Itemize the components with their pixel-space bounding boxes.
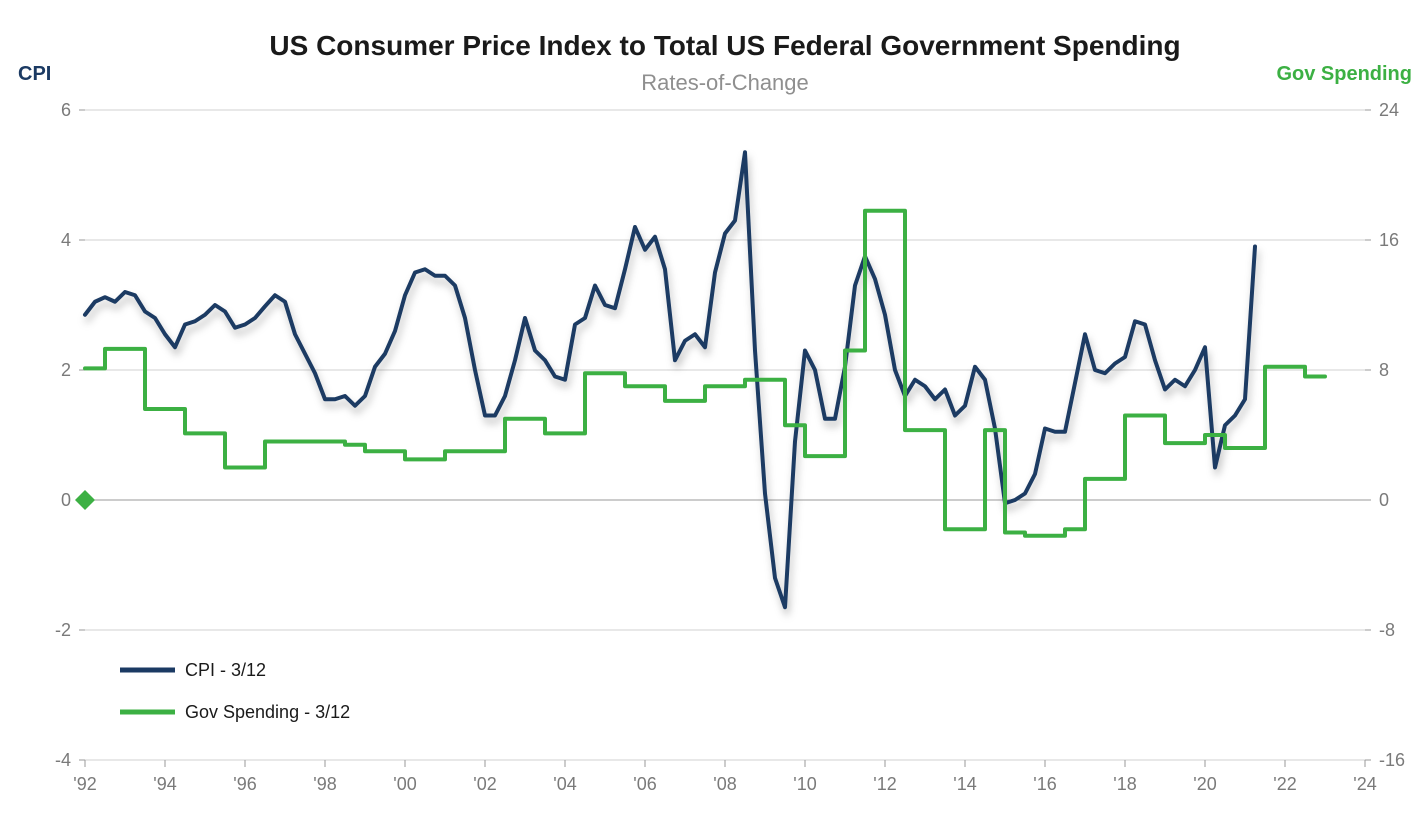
- svg-text:'96: '96: [233, 774, 256, 794]
- svg-text:4: 4: [61, 230, 71, 250]
- origin-marker: [75, 490, 95, 510]
- svg-text:-4: -4: [55, 750, 71, 770]
- svg-text:-8: -8: [1379, 620, 1395, 640]
- svg-text:'22: '22: [1273, 774, 1296, 794]
- svg-text:'16: '16: [1033, 774, 1056, 794]
- legend: CPI - 3/12 Gov Spending - 3/12: [120, 660, 350, 722]
- chart-container: { "chart": { "type": "line-dual-axis", "…: [0, 0, 1422, 822]
- svg-text:'08: '08: [713, 774, 736, 794]
- right-axis-ticks: -16 -8 0 8 16 24: [1379, 100, 1405, 770]
- svg-text:'06: '06: [633, 774, 656, 794]
- svg-text:'18: '18: [1113, 774, 1136, 794]
- svg-text:6: 6: [61, 100, 71, 120]
- svg-text:'14: '14: [953, 774, 976, 794]
- chart-title: US Consumer Price Index to Total US Fede…: [269, 30, 1180, 61]
- svg-text:16: 16: [1379, 230, 1399, 250]
- svg-text:'20: '20: [1193, 774, 1216, 794]
- series-group: [85, 152, 1325, 607]
- svg-text:'94: '94: [153, 774, 176, 794]
- chart-subtitle: Rates-of-Change: [641, 70, 809, 95]
- svg-text:2: 2: [61, 360, 71, 380]
- svg-text:'10: '10: [793, 774, 816, 794]
- legend-item: Gov Spending - 3/12: [185, 702, 350, 722]
- svg-text:0: 0: [61, 490, 71, 510]
- series-cpi-3-12: [85, 152, 1255, 607]
- svg-text:'12: '12: [873, 774, 896, 794]
- x-axis-ticks: '92 '94 '96 '98 '00 '02 '04 '06 '08 '10 '12 '14 '16 '…: [73, 760, 1376, 794]
- left-axis-label: CPI: [18, 63, 51, 85]
- svg-text:8: 8: [1379, 360, 1389, 380]
- svg-text:-16: -16: [1379, 750, 1405, 770]
- svg-text:0: 0: [1379, 490, 1389, 510]
- svg-text:'98: '98: [313, 774, 336, 794]
- chart-svg: US Consumer Price Index to Total US Fede…: [0, 0, 1422, 822]
- right-axis-label: Gov Spending: [1276, 63, 1412, 85]
- legend-item: CPI - 3/12: [185, 660, 266, 680]
- left-axis-ticks: -4 -2 0 2 4 6: [55, 100, 71, 770]
- svg-text:'00: '00: [393, 774, 416, 794]
- svg-text:24: 24: [1379, 100, 1399, 120]
- svg-text:-2: -2: [55, 620, 71, 640]
- svg-text:'04: '04: [553, 774, 576, 794]
- y-gridlines: [79, 110, 1371, 760]
- series-gov-spending-3-12: [85, 211, 1325, 536]
- svg-text:'02: '02: [473, 774, 496, 794]
- svg-text:'92: '92: [73, 774, 96, 794]
- svg-text:'24: '24: [1353, 774, 1376, 794]
